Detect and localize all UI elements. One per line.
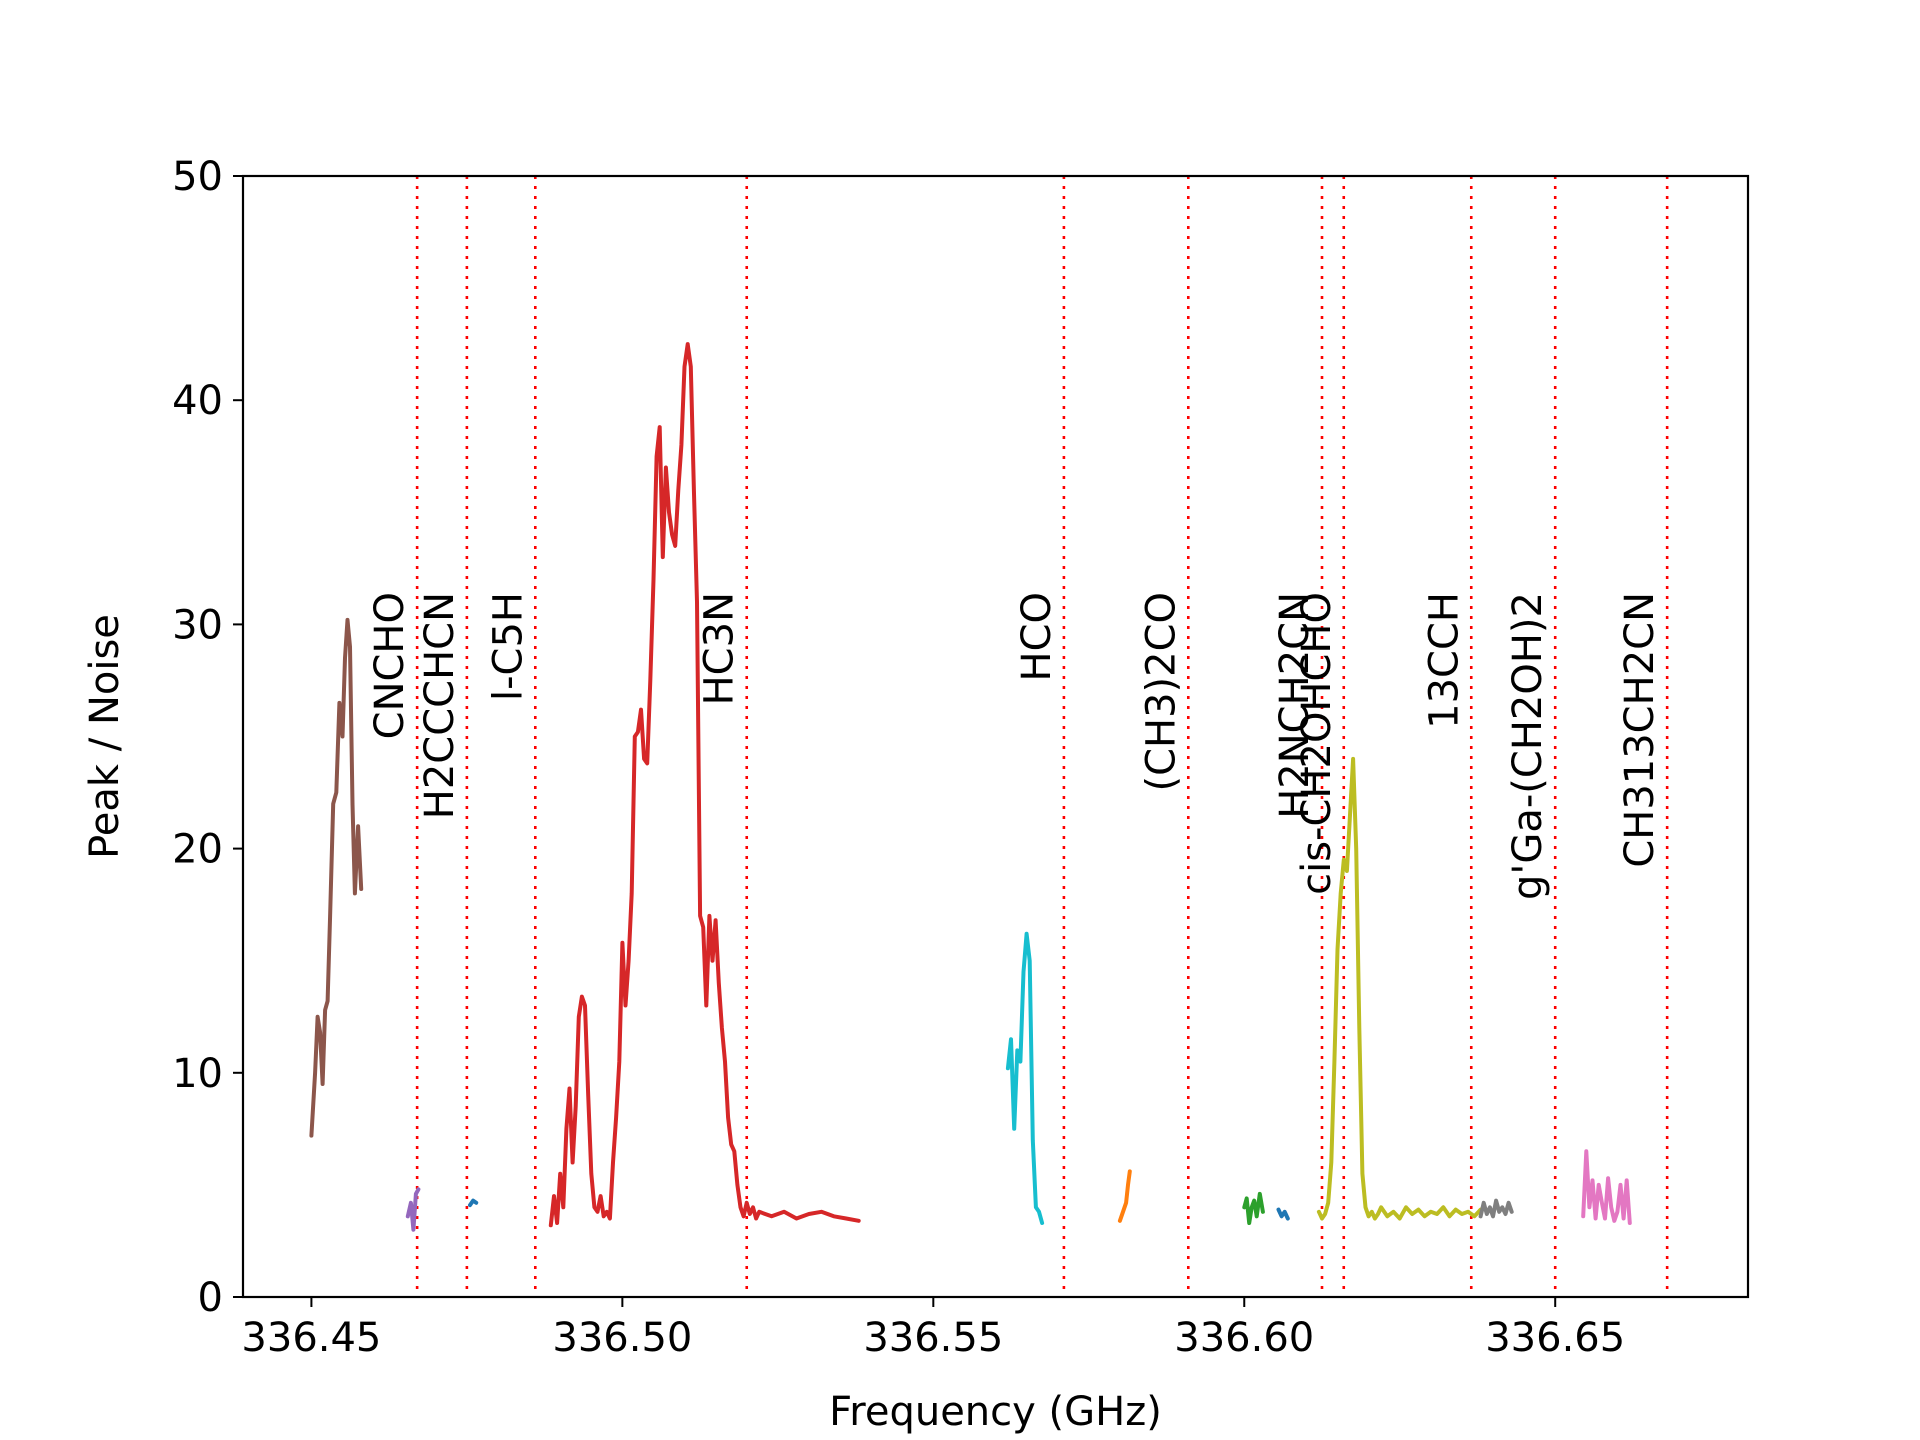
series-line <box>1276 1207 1290 1221</box>
line-markers: CNCHO H2CCCHCN l-C5H HC3N HCO (CH3)2CO H2NCH2C… <box>367 176 1669 1297</box>
y-tick-label: 20 <box>172 827 223 873</box>
marker-label: g'Ga-(CH2OH)2 <box>1505 592 1551 900</box>
series-line <box>548 342 861 1228</box>
y-tick-label: 0 <box>198 1275 223 1321</box>
x-tick-label: 336.55 <box>863 1315 1003 1361</box>
x-tick-label: 336.50 <box>552 1315 692 1361</box>
series-line <box>309 617 364 1138</box>
axes-frame <box>241 174 1750 1299</box>
x-tick-label: 336.60 <box>1174 1315 1314 1361</box>
y-tick-label: 30 <box>172 602 223 648</box>
marker-label: (CH3)2CO <box>1138 592 1184 792</box>
marker-label: HCO <box>1014 592 1060 682</box>
x-axis-title: Frequency (GHz) <box>829 1389 1162 1435</box>
marker-label: CH313CH2CN <box>1617 592 1663 868</box>
series-line <box>405 1187 421 1232</box>
series-line <box>1005 931 1045 1225</box>
y-tick-label: 50 <box>172 154 223 200</box>
marker-label: HC3N <box>697 592 743 705</box>
marker-label: l-C5H <box>485 592 531 701</box>
ticks: 336.45 336.50 336.55 336.60 336.65 0 10 20 30 40 5… <box>172 154 1625 1361</box>
series-layer <box>309 342 1632 1232</box>
series-line <box>468 1198 479 1208</box>
y-axis-title: Peak / Noise <box>82 614 128 859</box>
series-line <box>1478 1198 1514 1219</box>
series-line <box>1581 1149 1632 1225</box>
series-line <box>1242 1191 1265 1225</box>
y-tick-label: 10 <box>172 1051 223 1097</box>
marker-label: H2CCCHCN <box>417 592 463 819</box>
marker-label: CNCHO <box>367 592 413 739</box>
y-tick-label: 40 <box>172 378 223 424</box>
marker-label: 13CCH <box>1421 592 1467 729</box>
marker-label: cis-CH2OHCHO <box>1294 592 1340 895</box>
series-line <box>1117 1169 1132 1223</box>
series-line <box>1316 756 1483 1221</box>
x-tick-label: 336.45 <box>241 1315 381 1361</box>
marker-label: H2NCH2CN <box>1272 592 1318 819</box>
x-tick-label: 336.65 <box>1485 1315 1625 1361</box>
